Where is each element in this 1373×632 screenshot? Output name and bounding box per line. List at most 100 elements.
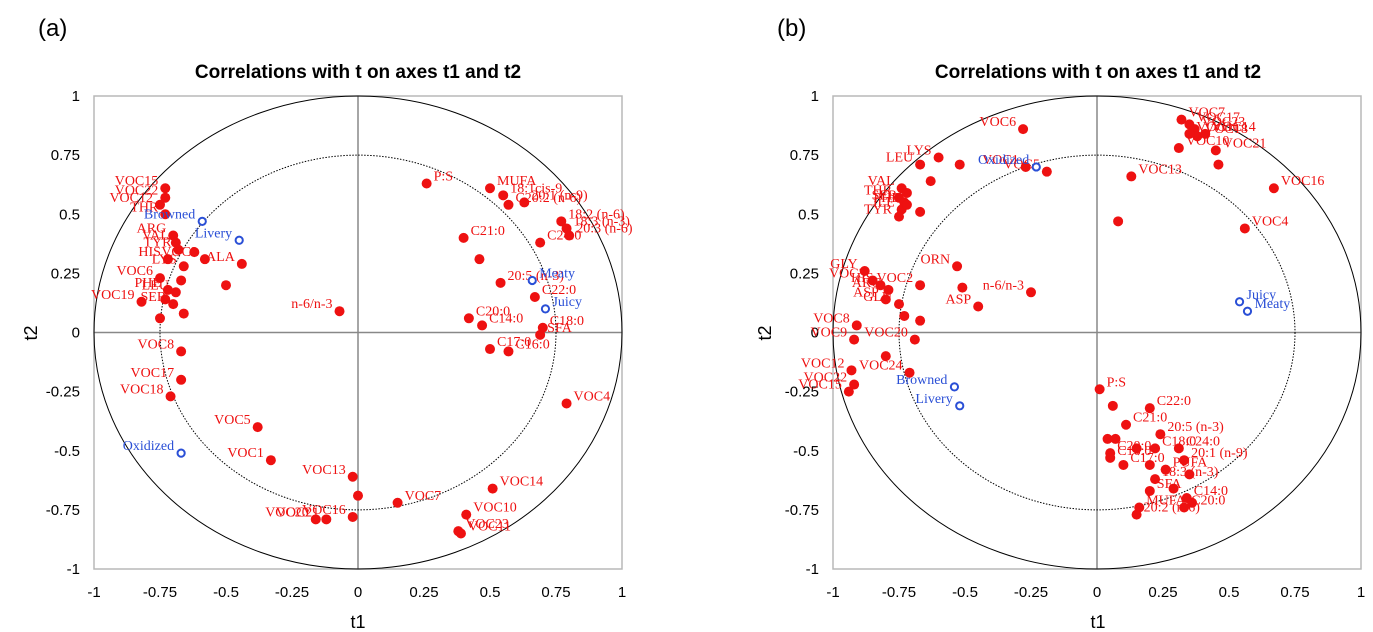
point-label: VOC24 <box>859 359 903 374</box>
point-marker <box>1018 124 1029 135</box>
chart-b-title: Correlations with t on axes t1 and t2 <box>935 62 1261 83</box>
point-label: Juicy <box>552 295 582 310</box>
x-tick-label: -0.5 <box>952 584 978 601</box>
point-marker <box>1168 483 1179 494</box>
point-label: VOC5 <box>214 413 251 428</box>
point-label: VOC6 <box>980 115 1017 130</box>
point-marker <box>1179 502 1190 513</box>
point-label: TYR <box>143 236 172 251</box>
x-tick-label: -0.75 <box>143 584 177 601</box>
point-marker <box>173 244 184 255</box>
point-marker <box>178 308 189 319</box>
y-tick-label: -0.5 <box>54 443 80 460</box>
point-marker <box>846 365 857 376</box>
point-marker <box>1026 287 1036 298</box>
point-marker <box>1126 171 1137 182</box>
x-tick-label: 0 <box>354 584 362 601</box>
point-label: VOC16 <box>1281 174 1325 189</box>
point-label: VOC7 <box>405 489 442 504</box>
point-marker <box>915 315 926 326</box>
point-marker <box>347 471 358 482</box>
point-label: ARG <box>852 276 882 291</box>
chart-a-xlabel: t1 <box>350 612 365 632</box>
point-marker <box>487 483 498 494</box>
point-marker <box>189 247 200 258</box>
point-marker <box>851 320 862 331</box>
y-tick-label: 0.75 <box>790 147 819 164</box>
point-label: PUFA <box>1173 456 1209 471</box>
point-label: Livery <box>195 226 232 241</box>
point-label: MUFA <box>497 174 537 189</box>
point-marker <box>867 275 878 286</box>
x-tick-label: 0 <box>1093 584 1101 601</box>
point-marker <box>1184 469 1195 480</box>
point-label: VOC19 <box>91 288 135 303</box>
point-marker <box>901 199 912 210</box>
point-marker <box>1176 114 1187 125</box>
point-label: VOC9 <box>811 326 848 341</box>
point-label: Meaty <box>1254 297 1290 312</box>
point-marker <box>477 320 488 331</box>
point-marker <box>894 299 904 310</box>
point-label: C14:0 <box>489 311 523 326</box>
point-label: VOC12 <box>109 191 153 206</box>
point-marker <box>392 497 403 508</box>
point-label: C24:0 <box>547 229 581 244</box>
point-label: VOC22 <box>804 371 848 386</box>
point-label: 18:1cis-9 <box>510 181 562 196</box>
point-marker <box>535 329 546 340</box>
point-marker <box>883 284 894 295</box>
point-marker <box>904 367 915 378</box>
y-tick-label: 0.25 <box>51 265 80 282</box>
point-marker <box>485 344 495 355</box>
point-marker <box>498 190 509 201</box>
point-marker <box>973 301 984 312</box>
point-marker <box>176 275 187 286</box>
point-label: VOC1 <box>982 153 1019 168</box>
y-tick-label: 0.5 <box>59 206 80 223</box>
point-label: HIS <box>138 245 161 260</box>
point-label: THR <box>130 200 159 215</box>
point-label: SER <box>141 290 167 305</box>
point-marker <box>321 514 332 525</box>
point-label: VOC20 <box>265 505 309 520</box>
point-marker <box>529 292 540 303</box>
point-marker <box>1213 159 1224 170</box>
point-label: VOC14 <box>500 475 544 490</box>
point-label: C18:0 <box>550 314 584 329</box>
point-marker <box>556 216 567 227</box>
point-marker <box>1113 216 1124 227</box>
point-label: n-6/n-3 <box>291 297 332 312</box>
y-tick-label: 0.75 <box>51 147 80 164</box>
point-marker <box>353 490 363 501</box>
point-label: Browned <box>144 207 195 222</box>
y-tick-label: -0.75 <box>46 502 80 519</box>
point-marker <box>1144 459 1155 470</box>
x-tick-label: 0.75 <box>1280 584 1309 601</box>
point-marker <box>527 275 537 286</box>
point-marker <box>310 514 321 525</box>
x-tick-label: 1 <box>618 584 626 601</box>
point-label: VOC14 <box>1212 120 1256 135</box>
point-marker <box>909 334 920 345</box>
point-label: Browned <box>896 373 947 388</box>
y-tick-label: -0.25 <box>785 384 819 401</box>
point-label: Juicy <box>1247 288 1277 303</box>
point-label: HIS <box>851 271 874 286</box>
point-marker <box>1179 455 1190 466</box>
y-tick-label: 0.5 <box>798 206 819 223</box>
panel-letter-a: (a) <box>38 15 67 42</box>
point-marker <box>162 254 173 265</box>
point-marker <box>535 237 546 248</box>
point-label: VOC21 <box>276 505 320 520</box>
point-label: ASP <box>853 285 879 300</box>
point-marker <box>1160 464 1171 475</box>
x-tick-label: -1 <box>826 584 839 601</box>
point-label: 20:3 (n-6) <box>576 222 633 237</box>
chart-a-ylabel: t2 <box>21 325 41 340</box>
point-marker <box>1192 131 1203 142</box>
point-marker <box>849 379 860 390</box>
point-marker <box>236 258 247 269</box>
point-marker <box>1144 485 1155 496</box>
point-label: 20:5 (n-3) <box>1167 420 1224 435</box>
